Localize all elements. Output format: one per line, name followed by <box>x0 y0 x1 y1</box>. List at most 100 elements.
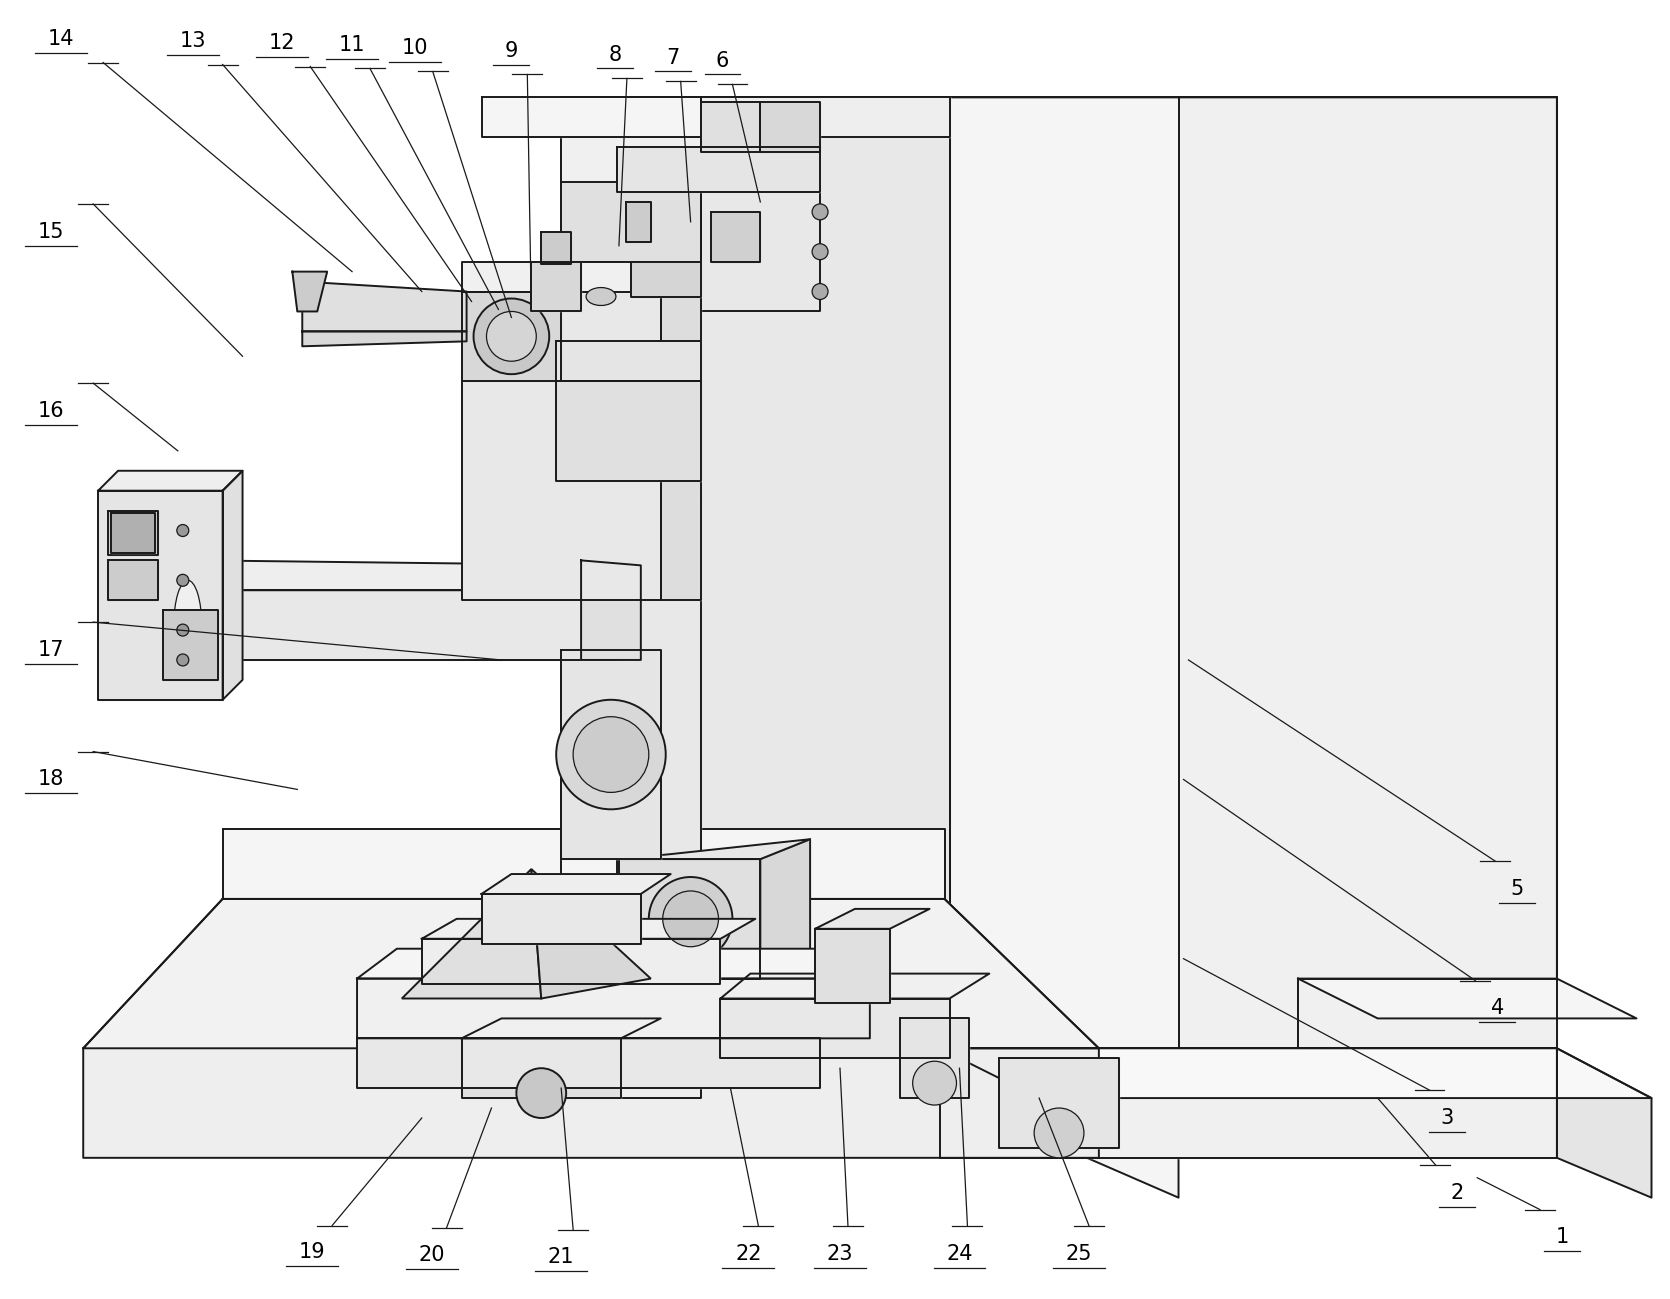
Polygon shape <box>202 590 621 660</box>
Polygon shape <box>950 97 1556 1198</box>
Polygon shape <box>720 974 989 999</box>
Circle shape <box>177 574 189 586</box>
Polygon shape <box>222 829 945 899</box>
Polygon shape <box>481 97 701 138</box>
Polygon shape <box>423 939 720 983</box>
Circle shape <box>913 1061 957 1105</box>
Polygon shape <box>302 331 466 347</box>
Polygon shape <box>531 261 581 312</box>
Polygon shape <box>631 261 701 296</box>
Polygon shape <box>112 513 155 553</box>
Polygon shape <box>561 182 701 261</box>
Text: 22: 22 <box>735 1244 762 1264</box>
Circle shape <box>573 717 650 792</box>
Polygon shape <box>402 869 541 999</box>
Text: 19: 19 <box>299 1242 326 1263</box>
Circle shape <box>556 700 666 809</box>
Circle shape <box>516 1068 566 1118</box>
Polygon shape <box>99 470 242 491</box>
Text: 3: 3 <box>1441 1108 1455 1128</box>
Text: 12: 12 <box>269 32 296 52</box>
Polygon shape <box>620 859 760 978</box>
Text: 4: 4 <box>1491 999 1503 1018</box>
Polygon shape <box>202 560 621 590</box>
Polygon shape <box>109 560 159 600</box>
Polygon shape <box>84 899 1099 1048</box>
Polygon shape <box>760 839 810 978</box>
Polygon shape <box>710 212 760 261</box>
Polygon shape <box>556 381 701 481</box>
Polygon shape <box>616 152 701 899</box>
Polygon shape <box>561 650 661 859</box>
Circle shape <box>177 624 189 637</box>
Circle shape <box>474 299 549 374</box>
Text: 9: 9 <box>504 40 518 61</box>
Polygon shape <box>626 271 651 312</box>
Polygon shape <box>900 1018 969 1098</box>
Ellipse shape <box>586 287 616 305</box>
Polygon shape <box>815 929 890 1004</box>
Polygon shape <box>531 869 651 999</box>
Text: 16: 16 <box>38 401 65 421</box>
Text: 23: 23 <box>827 1244 853 1264</box>
Polygon shape <box>616 147 820 192</box>
Circle shape <box>1034 1108 1084 1157</box>
Text: 25: 25 <box>1065 1244 1092 1264</box>
Polygon shape <box>461 1018 661 1038</box>
Text: 11: 11 <box>339 35 366 55</box>
Circle shape <box>177 525 189 536</box>
Circle shape <box>812 244 828 260</box>
Text: 10: 10 <box>401 38 428 57</box>
Text: 14: 14 <box>48 29 75 48</box>
Text: 1: 1 <box>1555 1228 1568 1247</box>
Polygon shape <box>626 361 651 391</box>
Text: 8: 8 <box>608 44 621 65</box>
Polygon shape <box>701 97 950 138</box>
Circle shape <box>650 877 733 961</box>
Polygon shape <box>720 999 950 1059</box>
Polygon shape <box>760 103 820 152</box>
Polygon shape <box>461 291 661 600</box>
Polygon shape <box>461 1038 621 1098</box>
Polygon shape <box>626 201 651 242</box>
Polygon shape <box>815 909 930 929</box>
Polygon shape <box>109 511 159 556</box>
Polygon shape <box>701 103 760 152</box>
Polygon shape <box>940 1048 1652 1098</box>
Polygon shape <box>357 948 870 978</box>
Polygon shape <box>357 1038 820 1089</box>
Circle shape <box>812 283 828 300</box>
Polygon shape <box>461 291 561 381</box>
Polygon shape <box>561 97 701 1098</box>
Text: 18: 18 <box>38 769 65 790</box>
Polygon shape <box>701 97 950 1098</box>
Polygon shape <box>556 342 701 381</box>
Text: 2: 2 <box>1451 1182 1465 1203</box>
Polygon shape <box>84 899 1099 1157</box>
Circle shape <box>177 653 189 666</box>
Polygon shape <box>999 1059 1119 1148</box>
Text: 17: 17 <box>38 640 65 660</box>
Polygon shape <box>461 261 701 291</box>
Polygon shape <box>357 948 870 1038</box>
Text: 20: 20 <box>419 1246 444 1265</box>
Text: 24: 24 <box>947 1244 972 1264</box>
Text: 5: 5 <box>1510 879 1523 899</box>
Circle shape <box>663 891 718 947</box>
Polygon shape <box>99 491 222 700</box>
Text: 15: 15 <box>38 222 65 242</box>
Polygon shape <box>481 894 641 944</box>
Polygon shape <box>164 611 217 679</box>
Polygon shape <box>423 918 755 939</box>
Polygon shape <box>661 291 701 600</box>
Ellipse shape <box>174 581 202 670</box>
Polygon shape <box>581 560 641 660</box>
Circle shape <box>812 204 828 220</box>
Polygon shape <box>481 874 671 894</box>
Text: 7: 7 <box>666 48 680 68</box>
Polygon shape <box>222 470 242 700</box>
Polygon shape <box>1556 1048 1652 1198</box>
Circle shape <box>486 312 536 361</box>
Polygon shape <box>292 271 327 312</box>
Polygon shape <box>620 839 810 859</box>
